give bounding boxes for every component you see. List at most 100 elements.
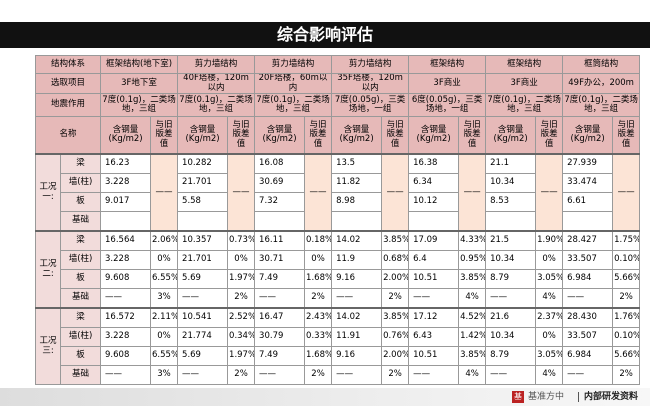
value-cell: 21.774 xyxy=(177,327,229,347)
diff-cell: 2% xyxy=(381,288,410,309)
footer: 基 基准方中 内部研发资料 xyxy=(0,388,650,406)
value-cell: 16.564 xyxy=(100,230,152,251)
column-header: 与旧版差值 xyxy=(535,116,564,155)
column-header: 与旧版差值 xyxy=(227,116,256,155)
diff-cell: 0.10% xyxy=(612,250,641,270)
data-row: 板 9.608 6.55% 5.69 1.97% 7.49 1.68% 9.16 2.00% 10… xyxy=(36,269,641,289)
diff-cell: 4% xyxy=(458,288,487,309)
diff-cell: 2% xyxy=(304,365,333,385)
group-header: 3F地下室 xyxy=(100,73,179,94)
value-cell: —— xyxy=(331,288,383,309)
row-header: 结构体系 xyxy=(34,55,102,74)
group-header: 剪力墙结构 xyxy=(254,55,333,74)
row-name: 梁 xyxy=(59,230,102,251)
row-header: 名称 xyxy=(34,116,102,155)
diff-cell: 1.97% xyxy=(227,346,256,366)
value-cell xyxy=(331,211,383,232)
column-header: 含钢量(Kg/m2) xyxy=(254,116,306,155)
value-cell: 3.228 xyxy=(100,173,152,193)
column-header: 含钢量(Kg/m2) xyxy=(562,116,614,155)
diff-cell: 2% xyxy=(304,288,333,309)
diff-cell: 4.33% xyxy=(458,230,487,251)
value-cell: 10.541 xyxy=(177,307,229,328)
value-cell: 16.23 xyxy=(100,153,152,174)
value-cell: 17.09 xyxy=(408,230,460,251)
diff-cell: —— xyxy=(304,153,333,232)
header-row: 选取项目 3F地下室 40F塔楼，120m以内 20F塔楼，60m以内 35F塔楼，12… xyxy=(34,73,641,94)
diff-cell: 0% xyxy=(535,250,564,270)
group-header: 7度(0.1g)，二类场地，三组 xyxy=(485,93,564,117)
diff-cell: 1.76% xyxy=(612,307,641,328)
value-cell: —— xyxy=(485,365,537,385)
column-header: 与旧版差值 xyxy=(612,116,641,155)
value-cell xyxy=(408,211,460,232)
diff-cell: 3.85% xyxy=(458,269,487,289)
data-row: 工况一: 梁 16.23 —— 10.282 —— 16.08 —— 13.5 —— 16.38 ——… xyxy=(35,153,641,232)
column-header: 与旧版差值 xyxy=(304,116,333,155)
value-cell: 14.02 xyxy=(331,230,383,251)
value-cell: 9.16 xyxy=(331,269,383,289)
diff-cell: 1.68% xyxy=(304,269,333,289)
value-cell: 33.507 xyxy=(562,327,614,347)
diff-cell: 0.95% xyxy=(458,250,487,270)
row-name: 板 xyxy=(59,192,102,212)
diff-cell: 5.66% xyxy=(612,346,641,366)
data-row: 墙(柱) 3.228 0% 21.774 0.34% 30.79 0.33% 11.91 0.7… xyxy=(36,327,641,347)
row-name: 基础 xyxy=(59,365,102,385)
value-cell: 8.79 xyxy=(485,346,537,366)
value-cell: 16.08 xyxy=(254,153,306,174)
value-cell: 27.939 xyxy=(562,153,614,174)
value-cell: 3.228 xyxy=(100,327,152,347)
diff-cell: 2.00% xyxy=(381,269,410,289)
group-header: 框筒结构 xyxy=(562,55,641,74)
diff-cell: 1.42% xyxy=(458,327,487,347)
value-cell: 11.91 xyxy=(331,327,383,347)
diff-cell: —— xyxy=(612,153,641,232)
diff-cell: 0.18% xyxy=(304,230,333,251)
value-cell: 3.228 xyxy=(100,250,152,270)
diff-cell: 0% xyxy=(150,327,179,347)
value-cell: —— xyxy=(177,288,229,309)
diff-cell: 3.85% xyxy=(458,346,487,366)
value-cell: —— xyxy=(408,288,460,309)
value-cell: 21.6 xyxy=(485,307,537,328)
diff-cell: 3.05% xyxy=(535,346,564,366)
value-cell: —— xyxy=(562,365,614,385)
value-cell: 10.357 xyxy=(177,230,229,251)
column-header: 与旧版差值 xyxy=(150,116,179,155)
diff-cell: 0.34% xyxy=(227,327,256,347)
value-cell: 10.34 xyxy=(485,173,537,193)
diff-cell: 4% xyxy=(458,365,487,385)
group-header: 7度(0.1g)，二类场地，三组 xyxy=(177,93,256,117)
row-name: 板 xyxy=(59,269,102,289)
value-cell: 21.701 xyxy=(177,173,229,193)
diff-cell: 1.90% xyxy=(535,230,564,251)
value-cell: 9.608 xyxy=(100,346,152,366)
row-name: 墙(柱) xyxy=(59,173,102,193)
section-label: 工况一: xyxy=(35,153,61,232)
diff-cell: 2.37% xyxy=(535,307,564,328)
diff-cell: 3.85% xyxy=(381,230,410,251)
evaluation-table: 结构体系 框架结构(地下室) 剪力墙结构 剪力墙结构 剪力墙结构 框架结构 框架结构 框筒结构… xyxy=(34,55,641,385)
diff-cell: 2% xyxy=(227,288,256,309)
row-name: 基础 xyxy=(59,211,102,232)
row-name: 墙(柱) xyxy=(59,250,102,270)
data-row: 基础 —— 3% —— 2% —— 2% —— 2% —— 4% —— 4% —— 2% xyxy=(36,365,641,385)
row-name: 基础 xyxy=(59,288,102,309)
value-cell: —— xyxy=(562,288,614,309)
separator xyxy=(578,392,579,402)
diff-cell: 4% xyxy=(535,365,564,385)
value-cell: 10.12 xyxy=(408,192,460,212)
row-header: 地震作用 xyxy=(34,93,102,117)
value-cell: 16.572 xyxy=(100,307,152,328)
diff-cell: 0.10% xyxy=(612,327,641,347)
group-header: 剪力墙结构 xyxy=(177,55,256,74)
value-cell: —— xyxy=(254,365,306,385)
diff-cell: 2.06% xyxy=(150,230,179,251)
value-cell: 9.16 xyxy=(331,346,383,366)
diff-cell: 2.11% xyxy=(150,307,179,328)
value-cell: 6.61 xyxy=(562,192,614,212)
value-cell: 14.02 xyxy=(331,307,383,328)
value-cell: 21.1 xyxy=(485,153,537,174)
value-cell: —— xyxy=(100,288,152,309)
